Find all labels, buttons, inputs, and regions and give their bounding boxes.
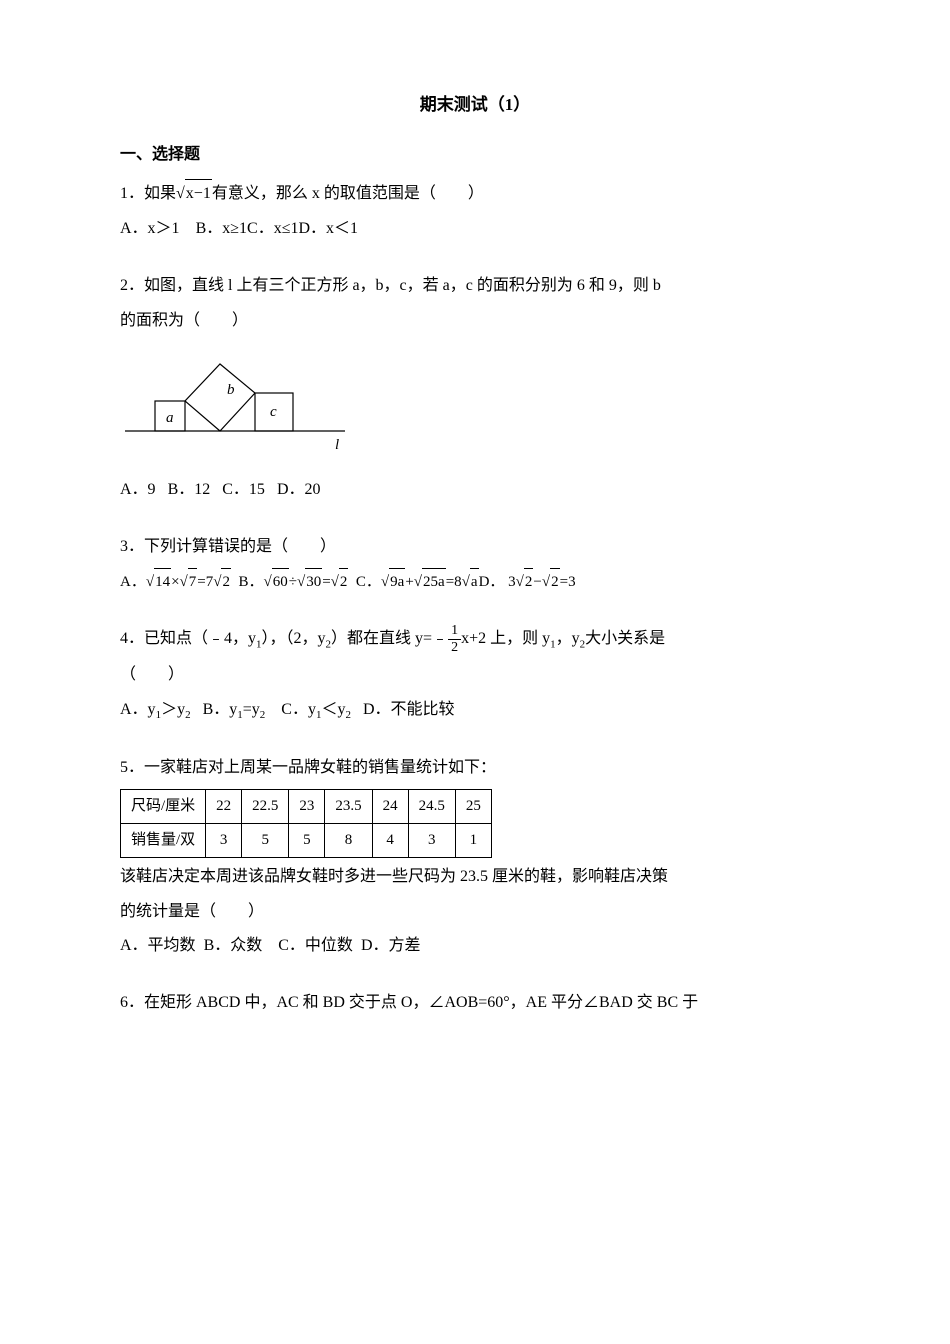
q2-choices: A．9 B．12 C．15 D．20 [120,476,830,505]
q2-choice-d: D．20 [277,481,321,498]
question-1: 1．如果√x−1有意义，那么 x 的取值范围是（ ） A．x＞1 B．x≥1C．… [120,179,830,244]
header-cell: 23 [289,789,325,823]
q5-choice-b: B．众数 [204,937,263,954]
q5-after-line1: 该鞋店决定本周进该品牌女鞋时多进一些尺码为 23.5 厘米的鞋，影响鞋店决策 [120,863,830,892]
q1-prefix: 1．如果 [120,185,176,202]
q4-p4: x+2 上，则 y [461,630,550,647]
q2-stem-line2: 的面积为（ ） [120,307,830,336]
q3-choice-b-prefix: B． [238,574,263,590]
title: 期末测试（1） [120,90,830,121]
q4a-p2: ＞y [161,701,185,718]
header-cell: 25 [455,789,491,823]
section-header: 一、选择题 [120,141,830,170]
q3-stem: 3．下列计算错误的是（ ） [120,533,830,562]
header-cell: 23.5 [325,789,372,823]
header-cell: 24 [372,789,408,823]
q4a-p1: A．y [120,701,156,718]
q2-choice-c: C．15 [222,481,265,498]
q4-p2: ），（2，y [262,630,326,647]
svg-text:l: l [335,437,339,453]
q4-stem-line1: 4．已知点（﹣4，y1），（2，y2）都在直线 y=﹣12x+2 上，则 y1，… [120,624,830,655]
q1-choice-d: D．x＜1 [299,220,359,237]
q1-choice-c: C．x≤1 [247,220,298,237]
q5-choice-c: C．中位数 [278,937,353,954]
q4-p3: ）都在直线 y=﹣ [331,630,448,647]
value-cell: 5 [289,823,325,857]
q4-choices: A．y1＞y2 B．y1=y2 C．y1＜y2 D．不能比较 [120,696,830,726]
q1-choice-b: B．x≥1 [196,220,247,237]
table-row-header: 尺码/厘米 22 22.5 23 23.5 24 24.5 25 [121,789,492,823]
q4c-s2: 2 [346,709,352,721]
q5-choice-a: A．平均数 [120,937,196,954]
value-cell: 4 [372,823,408,857]
q5-after-line2: 的统计量是（ ） [120,898,830,927]
q1-stem: 1．如果√x−1有意义，那么 x 的取值范围是（ ） [120,179,830,209]
q4c-p2: ＜y [321,701,345,718]
fraction-half: 12 [448,624,461,655]
question-6: 6．在矩形 ABCD 中，AC 和 BD 交于点 O，∠AOB=60°，AE 平… [120,989,830,1018]
q4-p5: ，y [556,630,580,647]
q3-choice-d-prefix: D． [479,574,505,590]
value-cell: 1 [455,823,491,857]
q3-choice-c-prefix: C． [356,574,381,590]
question-3: 3．下列计算错误的是（ ） A．√14×√7=7√2 B．√60÷√30=√2 … [120,533,830,596]
sqrt-symbol: √ [176,185,185,202]
q4c-p1: C．y [281,701,316,718]
question-4: 4．已知点（﹣4，y1），（2，y2）都在直线 y=﹣12x+2 上，则 y1，… [120,624,830,726]
header-cell: 22 [206,789,242,823]
header-cell: 22.5 [242,789,289,823]
row1-label: 尺码/厘米 [121,789,206,823]
q2-choice-a: A．9 [120,481,156,498]
question-5: 5．一家鞋店对上周某一品牌女鞋的销售量统计如下： 尺码/厘米 22 22.5 2… [120,754,830,961]
q5-stem: 5．一家鞋店对上周某一品牌女鞋的销售量统计如下： [120,754,830,783]
q4b-p2: =y [243,701,260,718]
sqrt-radicand: x−1 [185,179,212,209]
q4b-s2: 2 [260,709,266,721]
q5-choice-d: D．方差 [361,937,421,954]
table-row-data: 销售量/双 3 5 5 8 4 3 1 [121,823,492,857]
frac-num: 1 [448,624,461,640]
value-cell: 3 [206,823,242,857]
svg-text:c: c [270,404,277,420]
q1-suffix: 有意义，那么 x 的取值范围是（ ） [212,185,484,202]
shoe-sales-table: 尺码/厘米 22 22.5 23 23.5 24 24.5 25 销售量/双 3… [120,789,492,858]
row2-label: 销售量/双 [121,823,206,857]
q4b-p1: B．y [203,701,238,718]
q4-choice-d: D．不能比较 [363,701,455,718]
q6-stem: 6．在矩形 ABCD 中，AC 和 BD 交于点 O，∠AOB=60°，AE 平… [120,989,830,1018]
q4a-s2: 2 [185,709,191,721]
q4-p1: 4．已知点（﹣4，y [120,630,256,647]
q2-stem-line1: 2．如图，直线 l 上有三个正方形 a，b，c，若 a，c 的面积分别为 6 和… [120,272,830,301]
q1-choice-a: A．x＞1 [120,220,180,237]
header-cell: 24.5 [408,789,455,823]
q5-choices: A．平均数 B．众数 C．中位数 D．方差 [120,932,830,961]
svg-text:b: b [227,382,235,398]
q2-diagram: a c b l [120,346,830,467]
frac-den: 2 [448,640,461,655]
q2-choice-b: B．12 [168,481,211,498]
q4-stem-line2: （ ） [120,661,830,690]
svg-text:a: a [166,410,174,426]
three-squares-diagram: a c b l [120,346,350,456]
q1-choices: A．x＞1 B．x≥1C．x≤1D．x＜1 [120,215,830,244]
q4-p6: 大小关系是 [585,630,665,647]
q3-choices: A．√14×√7=7√2 B．√60÷√30=√2 C．√9a+√25a=8√a… [120,568,830,596]
value-cell: 3 [408,823,455,857]
value-cell: 8 [325,823,372,857]
value-cell: 5 [242,823,289,857]
question-2: 2．如图，直线 l 上有三个正方形 a，b，c，若 a，c 的面积分别为 6 和… [120,272,830,505]
q3-choice-a-prefix: A． [120,574,146,590]
